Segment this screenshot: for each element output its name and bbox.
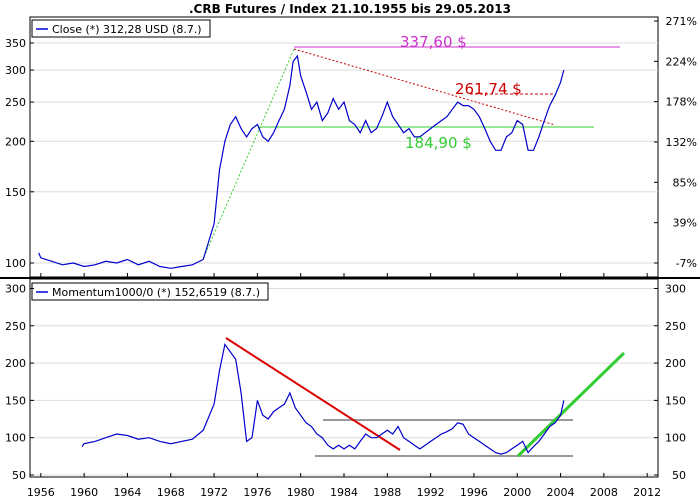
x-tick-label: 1968	[157, 486, 185, 499]
uptrend-dotted-line	[203, 48, 295, 258]
x-tick-label: 1960	[70, 486, 98, 499]
momentum-y-tick-label: 100	[5, 432, 26, 445]
x-tick-label: 1980	[287, 486, 315, 499]
price-y-tick-label: 200	[5, 135, 26, 148]
price-y-tick-label: 350	[5, 37, 26, 50]
momentum-y-tick-label: 250	[5, 320, 26, 333]
momentum-y-tick-label: 150	[5, 394, 26, 407]
momentum-y-right-tick-label: 150	[665, 394, 686, 407]
price-y-tick-label: 150	[5, 186, 26, 199]
x-tick-label: 1964	[113, 486, 141, 499]
price-trend-overlays	[203, 46, 620, 258]
price-y-right-tick-label: -7%	[676, 257, 697, 270]
x-tick-label: 1988	[373, 486, 401, 499]
price-y-right-tick-label: 224%	[666, 55, 697, 68]
annotation-resistance: 337,60 $	[400, 33, 467, 51]
annotation-downtrend-level: 261,74 $	[455, 80, 522, 98]
price-y-right-tick-label: 271%	[666, 15, 697, 28]
price-y-tick-label: 100	[5, 257, 26, 270]
momentum-y-right-tick-label: 300	[665, 282, 686, 295]
momentum-y-axis-right: 50 100 150 200 250 300	[654, 282, 686, 482]
momentum-y-right-tick-label: 200	[665, 357, 686, 370]
momentum-uptrend-line	[516, 351, 626, 458]
price-y-tick-label: 300	[5, 64, 26, 77]
momentum-downtrend-line	[225, 337, 401, 451]
price-y-right-tick-label: 85%	[673, 176, 697, 189]
momentum-y-tick-label: 50	[12, 469, 26, 482]
momentum-panel	[29, 278, 659, 478]
momentum-line	[81, 342, 565, 455]
annotation-support: 184,90 $	[405, 134, 472, 152]
x-tick-label: 1996	[460, 486, 488, 499]
price-y-axis-right: 271% 224% 178% 132% 85% 39% -7%	[654, 15, 697, 270]
momentum-legend-label: Momentum1000/0 (*) 152,6519 (8.7.)	[52, 286, 260, 299]
momentum-y-right-tick-label: 50	[672, 469, 686, 482]
price-y-tick-label: 250	[5, 96, 26, 109]
x-tick-label: 2004	[547, 486, 575, 499]
price-legend: Close (*) 312,28 USD (8.7.)	[31, 19, 211, 38]
momentum-y-right-tick-label: 100	[665, 432, 686, 445]
close-price-line	[38, 54, 565, 269]
x-axis: 1956 1960 1964 1968 1972 1976 1980 1984 1988 1992…	[27, 273, 661, 499]
x-tick-label: 2012	[633, 486, 661, 499]
x-tick-label: 1992	[417, 486, 445, 499]
momentum-y-axis-left: 50 100 150 200 250 300	[5, 282, 34, 482]
price-legend-label: Close (*) 312,28 USD (8.7.)	[52, 23, 202, 36]
momentum-y-tick-label: 200	[5, 357, 26, 370]
price-y-right-tick-label: 39%	[673, 217, 697, 230]
chart-title: .CRB Futures / Index 21.10.1955 bis 29.0…	[189, 2, 511, 16]
downtrend-line	[293, 48, 556, 126]
x-tick-label: 1984	[330, 486, 358, 499]
price-panel	[29, 16, 659, 278]
momentum-y-right-tick-label: 250	[665, 320, 686, 333]
x-tick-label: 1972	[200, 486, 228, 499]
price-y-right-tick-label: 178%	[666, 96, 697, 109]
x-tick-label: 1976	[243, 486, 271, 499]
price-y-right-tick-label: 132%	[666, 136, 697, 149]
x-tick-label: 2000	[503, 486, 531, 499]
x-tick-label: 2008	[590, 486, 618, 499]
momentum-legend: Momentum1000/0 (*) 152,6519 (8.7.)	[31, 282, 269, 301]
x-tick-label: 1956	[27, 486, 55, 499]
price-y-axis-left: 100 150 200 250 300 350	[5, 37, 34, 270]
momentum-y-tick-label: 300	[5, 282, 26, 295]
momentum-trend-overlays	[225, 337, 626, 458]
